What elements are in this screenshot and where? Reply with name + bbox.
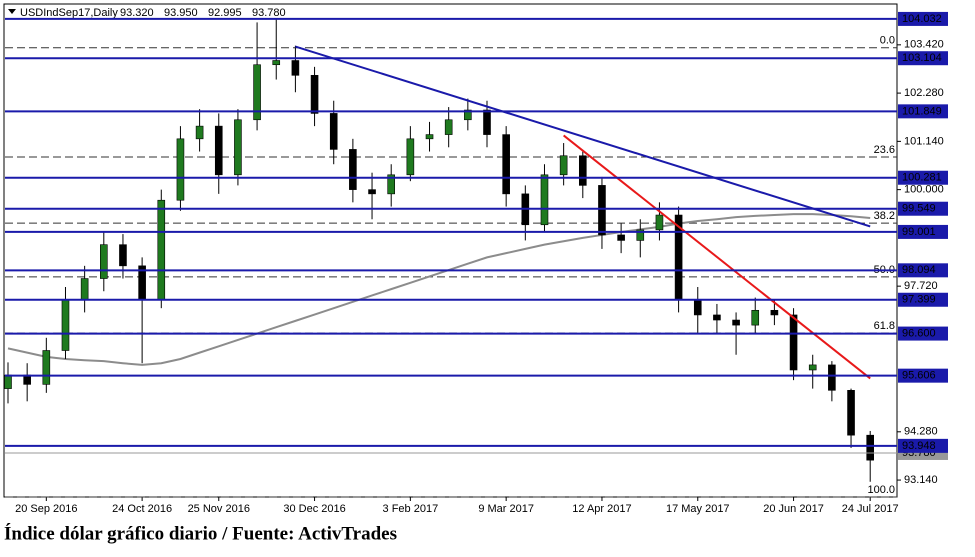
candle-body <box>425 134 434 140</box>
menu-arrow <box>8 9 16 14</box>
candle-body <box>483 109 491 135</box>
candle-body <box>119 244 127 267</box>
level-box <box>898 224 948 239</box>
level-box <box>898 438 948 453</box>
candle-body <box>866 434 875 461</box>
level-box <box>898 11 948 26</box>
candle-body <box>693 299 702 316</box>
header-value: 93.320 <box>120 7 154 19</box>
level-box <box>898 201 948 216</box>
trendline <box>295 45 871 228</box>
candle-body <box>176 138 185 201</box>
header-value: 93.780 <box>252 7 286 19</box>
y-tick-label: 97.720 <box>904 280 938 292</box>
x-tick-label: 17 May 2017 <box>666 503 730 515</box>
candle-body <box>61 299 70 351</box>
candle-body <box>540 174 549 226</box>
y-tick-label: 103.420 <box>904 39 944 51</box>
candle-body <box>464 109 472 121</box>
candle-body <box>655 214 664 231</box>
x-tick-label: 20 Sep 2016 <box>15 503 77 515</box>
candle-body <box>4 374 12 389</box>
candle-body <box>272 60 281 66</box>
plot-frame <box>3 3 898 498</box>
moving-average <box>7 213 871 366</box>
candle-body <box>157 199 166 301</box>
candle-body <box>808 364 817 371</box>
candle-body <box>636 229 645 241</box>
trendline <box>563 134 871 380</box>
candle-body <box>770 309 779 316</box>
level-label: 99.549 <box>902 203 936 215</box>
candle-body <box>80 278 89 301</box>
candle-body <box>559 155 568 176</box>
candle-body <box>349 149 357 190</box>
level-label: 100.281 <box>902 172 942 184</box>
level-label: 95.606 <box>902 370 936 382</box>
candle-body <box>828 364 836 391</box>
header-value: 93.950 <box>164 7 198 19</box>
level-box <box>898 104 948 119</box>
fib-label: 0.0 <box>880 35 895 47</box>
x-tick-label: 30 Dec 2016 <box>283 503 345 515</box>
y-tick-label: 94.280 <box>904 426 938 438</box>
candle-body <box>195 125 204 140</box>
level-label: 99.001 <box>902 226 936 238</box>
fib-label: 23.6 <box>874 144 895 156</box>
level-box <box>898 368 948 383</box>
candle-body <box>789 314 798 371</box>
candle-body <box>100 244 108 279</box>
symbol-label: USDIndSep17,Daily <box>20 7 118 19</box>
candle-body <box>310 75 319 114</box>
level-box <box>898 51 948 66</box>
x-tick-label: 20 Jun 2017 <box>763 503 824 515</box>
candle-body <box>329 113 338 150</box>
candle-body <box>578 155 587 186</box>
level-box <box>898 326 948 341</box>
x-tick-label: 24 Oct 2016 <box>112 503 172 515</box>
candle-body <box>387 174 396 195</box>
candle-body <box>406 138 415 176</box>
y-tick-label: 101.140 <box>904 135 944 147</box>
candle-body <box>847 390 855 436</box>
fib-label: 61.8 <box>874 320 895 332</box>
candle-body <box>214 125 223 176</box>
level-label: 96.600 <box>902 327 936 339</box>
level-box <box>898 263 948 278</box>
x-tick-label: 25 Nov 2016 <box>188 503 250 515</box>
candle-body <box>291 60 300 76</box>
candle-body <box>253 64 261 121</box>
level-label: 104.032 <box>902 13 942 25</box>
y-tick-label: 93.140 <box>904 474 938 486</box>
candle-body <box>234 119 242 176</box>
caption: Índice dólar gráfico diario / Fuente: Ac… <box>4 522 397 544</box>
y-tick-label: 102.280 <box>904 87 944 99</box>
candle-body <box>713 314 721 321</box>
candle-body <box>368 189 376 195</box>
level-label: 97.399 <box>902 294 936 306</box>
candle-body <box>502 134 510 195</box>
x-tick-label: 3 Feb 2017 <box>383 503 439 515</box>
x-tick-label: 9 Mar 2017 <box>478 503 534 515</box>
fib-label: 38.2 <box>874 210 895 222</box>
level-label: 98.094 <box>902 264 936 276</box>
y-tick-label: 100.000 <box>904 184 944 196</box>
candle-body <box>617 234 625 241</box>
fib-label: 100.0 <box>867 484 895 496</box>
header-value: 92.995 <box>208 7 242 19</box>
candle-body <box>598 185 606 236</box>
candle-body <box>444 119 453 135</box>
level-label: 103.104 <box>902 52 942 64</box>
level-label: 101.849 <box>902 105 942 117</box>
candle-body <box>732 319 740 326</box>
level-box <box>898 292 948 307</box>
candle-body <box>42 350 51 385</box>
x-tick-label: 12 Apr 2017 <box>572 503 631 515</box>
level-label: 93.948 <box>902 440 936 452</box>
level-box <box>898 170 948 185</box>
x-tick-label: 24 Jul 2017 <box>842 503 899 515</box>
candle-body <box>751 309 760 326</box>
